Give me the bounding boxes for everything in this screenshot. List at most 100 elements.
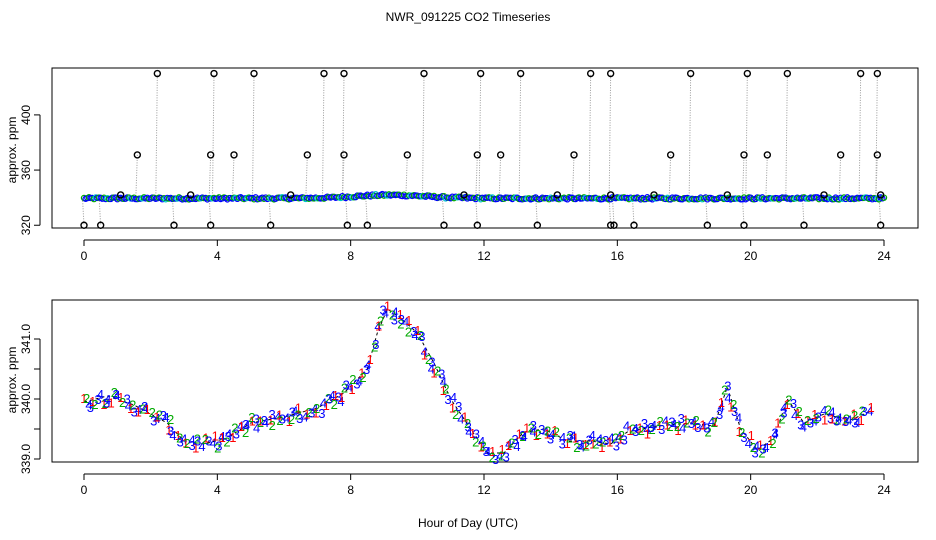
spike-point [420,69,428,78]
series-marker-3: 3 [465,419,472,434]
series-marker-1: 1 [366,352,373,367]
series-marker-3: 3 [842,414,849,429]
series-marker-4: 4 [753,438,760,453]
series-marker-1: 1 [229,430,236,445]
series-marker-1: 1 [165,422,172,437]
spike-point [586,69,595,78]
spike-dropline [232,154,235,199]
series-marker-1: 1 [449,400,456,415]
spike-dropline [135,154,138,199]
spike-point [703,221,712,229]
series-marker-4: 4 [237,418,244,433]
spike-dropline [875,73,878,199]
series-marker-4: 4 [243,418,250,433]
series-marker-3: 3 [261,413,268,428]
series-marker-3: 3 [438,367,445,382]
spike-dropline [405,154,408,199]
series-marker-1: 1 [727,400,734,415]
spike-point [440,221,448,229]
series-marker-1: 1 [312,405,319,420]
series-marker-3: 3 [576,437,583,452]
series-marker-1: 1 [117,390,124,405]
series-marker-2: 2 [102,396,109,411]
series-marker-4: 4 [412,328,419,343]
series-marker-3: 3 [827,411,834,426]
series-marker-1: 1 [375,318,382,333]
trend-line [83,308,871,454]
series-marker-2: 2 [305,405,312,420]
series-marker-3: 3 [760,442,767,457]
series-marker-3: 3 [363,362,370,377]
spike-point [340,69,348,78]
series-marker-2: 2 [851,408,858,423]
series-marker-1: 1 [767,433,774,448]
series-marker-3: 3 [530,418,537,433]
series-marker-2: 2 [573,440,580,455]
spike-point [343,221,352,229]
series-marker-3: 3 [547,431,554,446]
series-marker-1: 1 [516,426,523,441]
series-marker-3: 3 [194,434,201,449]
x-tick-label: 4 [214,483,221,497]
series-marker-4: 4 [402,314,409,329]
series-marker-3: 3 [752,446,759,461]
series-marker-4: 4 [162,410,169,425]
series-marker-4: 4 [662,414,669,429]
series-marker-3: 3 [807,416,814,431]
spike-point [320,69,328,78]
series-marker-4: 4 [530,425,537,440]
x-tick-label: 20 [744,483,758,497]
series-marker-3: 3 [289,405,296,420]
series-marker-4: 4 [104,392,111,407]
series-marker-1: 1 [100,397,107,412]
series-marker-3: 3 [519,428,526,443]
series-marker-4: 4 [484,444,491,459]
series-marker-3: 3 [372,337,379,352]
series-marker-4: 4 [198,439,205,454]
spike-dropline [838,154,842,199]
spike-point [606,69,615,78]
spike-dropline [608,198,612,226]
x-axis-label: Hour of Day (UTC) [418,516,518,530]
series-marker-3: 3 [688,416,695,431]
series-marker-4: 4 [820,403,827,418]
series-marker-3: 3 [851,416,858,431]
x-tick-label: 8 [347,249,354,263]
series-marker-4: 4 [391,304,398,319]
x-tick-label: 12 [477,249,491,263]
series-marker-3: 3 [269,407,276,422]
series-marker-1: 1 [656,418,663,433]
series-marker-1: 1 [533,428,540,443]
series-marker-2: 2 [176,430,183,445]
series-marker-1: 1 [674,423,681,438]
series-marker-2: 2 [710,415,717,430]
series-marker-3: 3 [731,404,738,419]
spike-dropline [342,73,345,199]
series-marker-1: 1 [523,421,530,436]
series-marker-3: 3 [150,413,157,428]
x-tick-label: 8 [347,483,354,497]
x-tick-label: 20 [744,249,758,263]
series-marker-4: 4 [780,400,787,415]
series-marker-1: 1 [192,441,199,456]
spike-point [206,151,215,159]
spike-dropline [98,198,102,226]
series-marker-4: 4 [596,431,603,446]
series-marker-4: 4 [154,411,161,426]
series-marker-1: 1 [606,435,613,450]
series-marker-1: 1 [414,323,421,338]
series-marker-2: 2 [649,422,656,437]
series-marker-1: 1 [617,431,624,446]
series-marker-2: 2 [519,429,526,444]
series-marker-2: 2 [566,430,573,445]
series-marker-1: 1 [644,427,651,442]
series-marker-1: 1 [589,437,596,452]
series-marker-1: 1 [582,437,589,452]
series-marker-2: 2 [149,405,156,420]
y-tick-label: 341.0 [19,324,33,354]
series-marker-1: 1 [499,442,506,457]
series-marker-3: 3 [233,426,240,441]
spike-point [250,69,258,78]
spike-dropline [785,73,788,199]
series-marker-2: 2 [535,427,542,442]
